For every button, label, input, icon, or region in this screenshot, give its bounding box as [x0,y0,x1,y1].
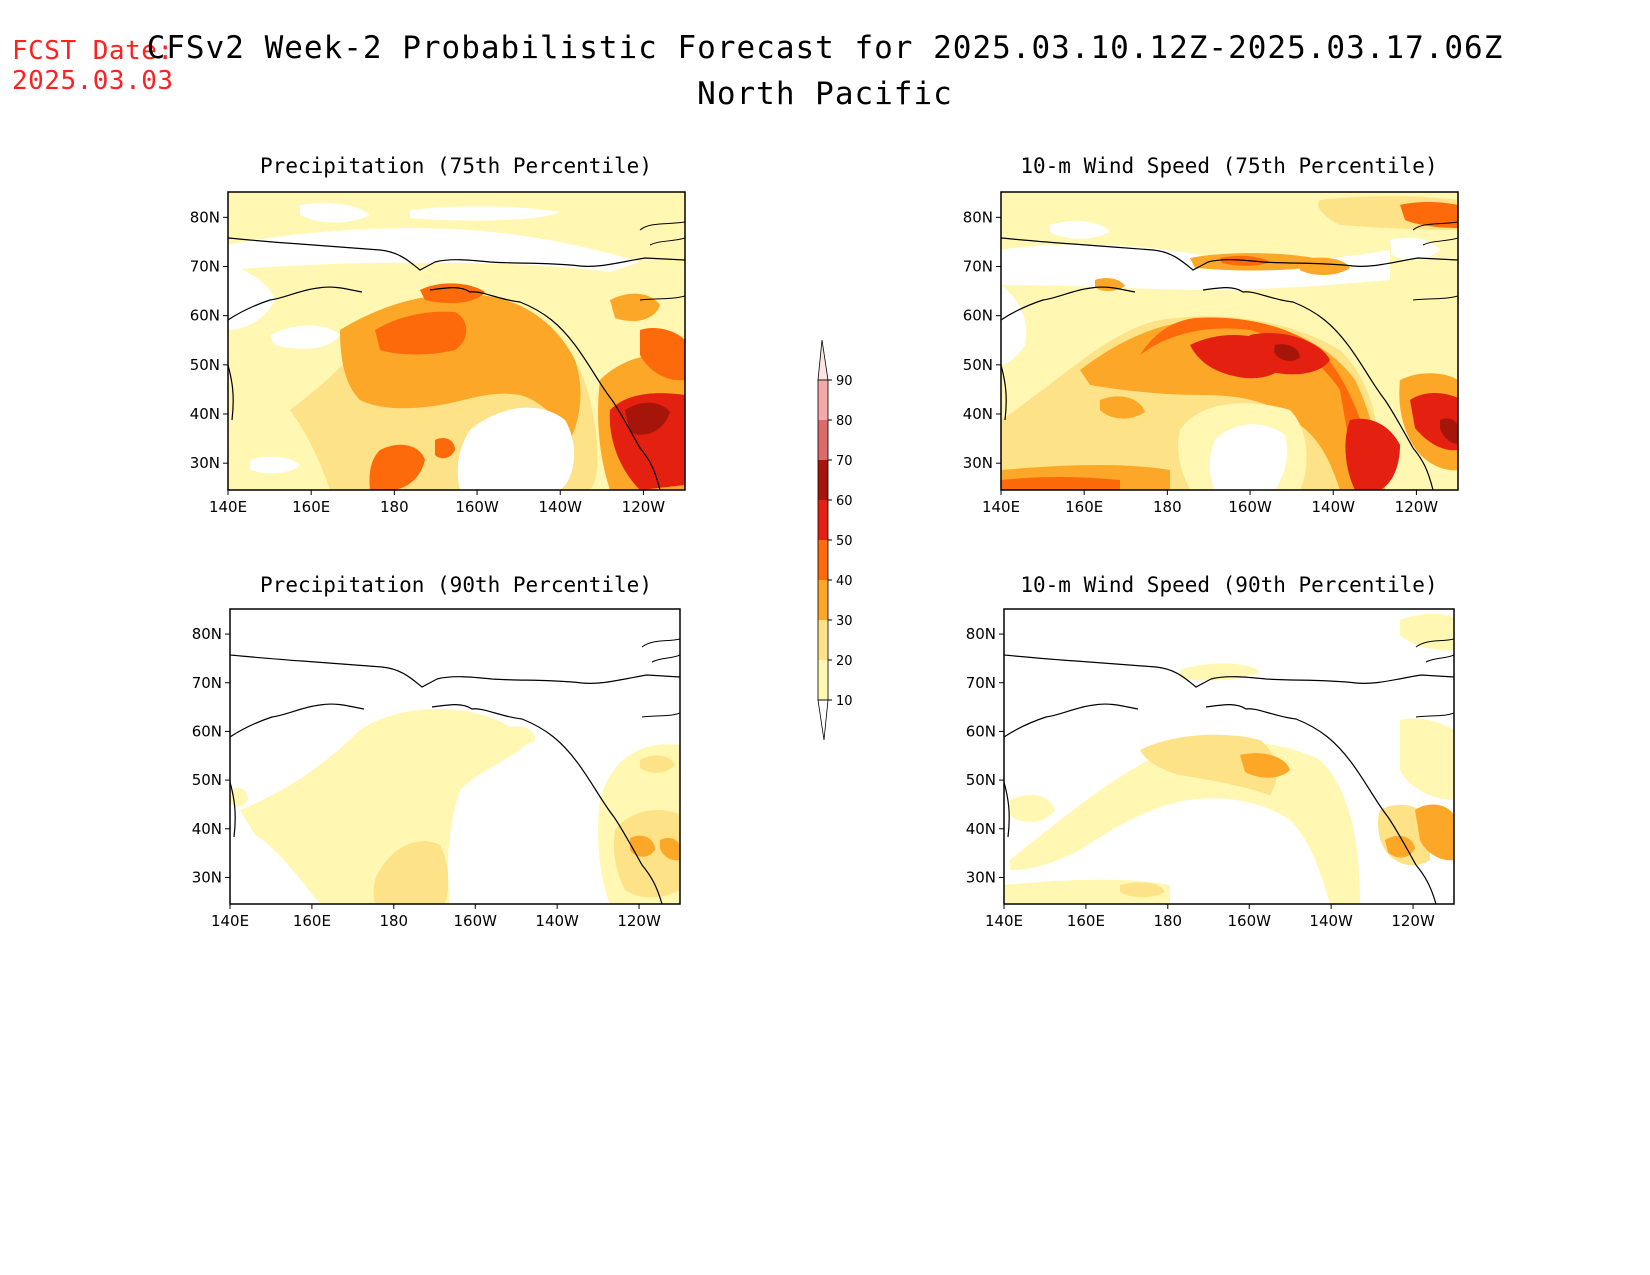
lon-label-precip-75: 180 [380,498,409,516]
lat-label-wind-75: 30N [963,454,993,472]
panel-precip-90: Precipitation (90th Percentile) [229,573,681,905]
lon-label-precip-90: 180 [379,912,408,930]
colorbar-label: 30 [836,614,853,629]
colorbar-bin-10-20 [818,660,828,700]
lon-label-wind-90: 160W [1228,912,1272,930]
lon-label-precip-75: 140E [209,498,247,516]
lon-label-wind-90: 160E [1067,912,1105,930]
colorbar-label: 10 [836,694,853,709]
colorbar-ticks: 10 20 30 40 50 60 70 80 90 [828,374,853,709]
panel-title-precip-90: Precipitation (90th Percentile) [260,573,652,597]
lon-label-wind-90: 120W [1391,912,1435,930]
lat-label-wind-75: 70N [963,258,993,276]
precip-90-field [230,609,680,904]
fcst-date-label: FCST Date: [12,36,174,66]
colorbar-top-cap [817,339,829,381]
lat-label-wind-90: 50N [966,771,996,789]
colorbar-label: 50 [836,534,853,549]
lon-label-precip-90: 140E [211,912,249,930]
colorbar-label: 40 [836,574,853,589]
page-title: CFSv2 Week-2 Probabilistic Forecast for … [0,30,1650,66]
lon-label-precip-75: 160E [292,498,330,516]
lon-label-wind-90: 140W [1309,912,1353,930]
lat-label-wind-75: 40N [963,405,993,423]
lon-label-precip-75: 120W [622,498,666,516]
colorbar-label: 20 [836,654,853,669]
lat-label-precip-90: 40N [192,820,222,838]
colorbar: 10 20 30 40 50 60 70 80 90 [817,339,853,741]
lat-label-wind-90: 30N [966,868,996,886]
frame-precip-90 [229,608,681,905]
colorbar-bin-30-40 [818,580,828,620]
panel-title-wind-90: 10-m Wind Speed (90th Percentile) [1020,573,1437,597]
coastline-wind-75 [1001,221,1458,490]
lon-label-wind-75: 140E [982,498,1020,516]
lon-label-wind-90: 140E [985,912,1023,930]
wind-75-field [1001,192,1458,490]
lat-label-wind-75: 80N [963,208,993,226]
main-title-text: CFSv2 Week-2 Probabilistic Forecast for … [146,30,1504,66]
colorbar-bin-20-30 [818,620,828,660]
lat-label-precip-75: 60N [190,307,220,325]
lon-label-wind-75: 140W [1312,498,1356,516]
lon-label-wind-75: 180 [1153,498,1182,516]
subtitle-text: North Pacific [697,76,953,112]
colorbar-bottom-cap [817,699,829,741]
lon-label-wind-75: 160E [1065,498,1103,516]
coastline-precip-75 [228,221,685,490]
lat-label-wind-90: 80N [966,625,996,643]
lon-label-precip-90: 160E [293,912,331,930]
lat-label-precip-75: 30N [190,454,220,472]
coastline-wind-90 [1004,638,1454,904]
lat-label-wind-90: 40N [966,820,996,838]
lat-label-precip-75: 80N [190,208,220,226]
region-subtitle: North Pacific [0,76,1650,112]
colorbar-bin-70-80 [818,420,828,460]
lat-label-precip-90: 60N [192,722,222,740]
lat-label-wind-90: 60N [966,722,996,740]
fcst-date-value: 2025.03.03 [12,66,174,96]
frame-wind-90 [1003,608,1455,905]
lon-label-precip-90: 140W [535,912,579,930]
colorbar-bin-80-90 [818,380,828,420]
forecast-date: FCST Date: 2025.03.03 [12,36,174,96]
lat-label-precip-90: 70N [192,674,222,692]
lat-label-precip-90: 30N [192,868,222,886]
lon-label-precip-75: 160W [455,498,499,516]
lon-label-precip-75: 140W [539,498,583,516]
colorbar-label: 90 [836,374,853,389]
lat-label-wind-75: 50N [963,356,993,374]
lon-label-precip-90: 120W [617,912,661,930]
lat-label-precip-75: 70N [190,258,220,276]
frame-wind-75 [1000,191,1459,491]
panel-title-wind-75: 10-m Wind Speed (75th Percentile) [1020,154,1437,178]
wind-90-field [1004,609,1454,904]
lat-label-precip-75: 50N [190,356,220,374]
colorbar-label: 70 [836,454,853,469]
colorbar-label: 80 [836,414,853,429]
lat-label-precip-90: 80N [192,625,222,643]
axis-labels: 140E 160E 180 160W 140W 120W 80N 70N 60N 50N 40N 30… [190,208,1439,930]
colorbar-bin-40-50 [818,540,828,580]
lon-label-precip-90: 160W [454,912,498,930]
lon-label-wind-75: 160W [1228,498,1272,516]
lat-label-precip-90: 50N [192,771,222,789]
lat-label-wind-90: 70N [966,674,996,692]
panel-wind-75: 10-m Wind Speed (75th Percentile) [1000,154,1459,491]
colorbar-bin-60-70 [818,460,828,500]
frame-precip-75 [227,191,686,491]
panel-wind-90: 10-m Wind Speed (90th Percentile) [1003,573,1455,905]
precip-75-field [228,192,685,490]
lon-label-wind-75: 120W [1395,498,1439,516]
lat-label-wind-75: 60N [963,307,993,325]
lat-label-precip-75: 40N [190,405,220,423]
coastline-precip-90 [230,638,680,904]
colorbar-bin-50-60 [818,500,828,540]
colorbar-label: 60 [836,494,853,509]
panel-precip-75: Precipitation (75th Percentile) [227,154,686,491]
lon-label-wind-90: 180 [1153,912,1182,930]
panel-title-precip-75: Precipitation (75th Percentile) [260,154,652,178]
